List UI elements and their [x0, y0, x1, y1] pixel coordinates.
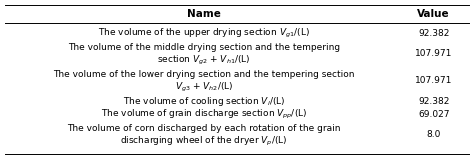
Text: Value: Value [418, 9, 450, 19]
Text: The volume of the middle drying section and the tempering: The volume of the middle drying section … [68, 43, 340, 51]
Text: 107.971: 107.971 [415, 49, 452, 58]
Text: $V_{g3}$ + $V_{h2}$/(L): $V_{g3}$ + $V_{h2}$/(L) [174, 81, 233, 94]
Text: The volume of the upper drying section $V_{g1}$/(L): The volume of the upper drying section $… [98, 27, 310, 40]
Text: section $V_{g2}$ + $V_{h1}$/(L): section $V_{g2}$ + $V_{h1}$/(L) [157, 54, 251, 67]
Text: 107.971: 107.971 [415, 76, 452, 85]
Text: Name: Name [187, 9, 221, 19]
Text: The volume of cooling section $V_{l}$/(L): The volume of cooling section $V_{l}$/(L… [123, 95, 285, 108]
Text: The volume of the lower drying section and the tempering section: The volume of the lower drying section a… [53, 70, 355, 78]
Text: discharging wheel of the dryer $V_{p}$/(L): discharging wheel of the dryer $V_{p}$/(… [120, 135, 288, 148]
Text: The volume of grain discharge section $V_{pp}$/(L): The volume of grain discharge section $V… [100, 108, 307, 121]
Text: The volume of corn discharged by each rotation of the grain: The volume of corn discharged by each ro… [67, 124, 341, 133]
Text: 92.382: 92.382 [418, 29, 449, 38]
Text: 8.0: 8.0 [427, 130, 441, 139]
Text: 92.382: 92.382 [418, 97, 449, 106]
Text: 69.027: 69.027 [418, 110, 449, 119]
